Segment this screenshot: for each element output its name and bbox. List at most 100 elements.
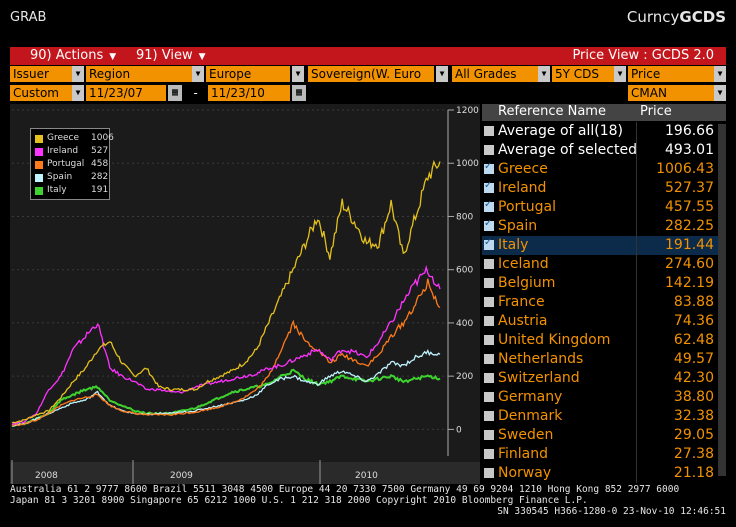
- row-name: Average of all(18): [498, 123, 623, 139]
- row-name: United Kingdom: [498, 332, 611, 348]
- row-checkbox[interactable]: [484, 430, 494, 440]
- table-row[interactable]: Iceland 274.60: [482, 255, 726, 274]
- legend-value: 1006: [91, 133, 114, 143]
- footer-line-2: Japan 81 3 3201 8900 Singapore 65 6212 1…: [10, 495, 588, 506]
- chevron-down-icon: ▼: [109, 52, 117, 62]
- chevron-down-icon[interactable]: ▼: [72, 85, 84, 101]
- price-field[interactable]: Price: [628, 66, 714, 82]
- row-checkbox[interactable]: [484, 373, 494, 383]
- row-checkbox[interactable]: [484, 180, 494, 193]
- header-reference-name[interactable]: Reference Name: [498, 104, 606, 119]
- x-axis-band: [10, 462, 480, 484]
- row-checkbox[interactable]: [484, 392, 494, 402]
- table-row[interactable]: Denmark 32.38: [482, 407, 726, 426]
- table-row[interactable]: Germany 38.80: [482, 388, 726, 407]
- table-row[interactable]: Italy 191.44: [482, 236, 726, 255]
- table-row[interactable]: Switzerland 42.30: [482, 369, 726, 388]
- row-price: 274.60: [665, 256, 714, 272]
- chevron-down-icon[interactable]: ▼: [714, 85, 726, 101]
- tenor-field[interactable]: 5Y CDS: [552, 66, 614, 82]
- row-checkbox[interactable]: [484, 218, 494, 231]
- row-checkbox[interactable]: [484, 297, 494, 307]
- row-checkbox[interactable]: [484, 411, 494, 421]
- legend-name: Spain: [47, 172, 73, 182]
- legend-name: Italy: [47, 185, 67, 195]
- reference-table: Reference Name Price Average of all(18) 1…: [482, 104, 726, 483]
- end-date-input[interactable]: 11/23/10: [208, 85, 290, 101]
- chevron-down-icon[interactable]: ▼: [538, 66, 550, 82]
- table-row[interactable]: Austria 74.36: [482, 312, 726, 331]
- row-checkbox[interactable]: [484, 449, 494, 459]
- y-tick-label: 1000: [456, 159, 479, 169]
- column-divider: [636, 255, 637, 274]
- row-name: Iceland: [498, 256, 549, 272]
- menu-bar: 90) Actions ▼ 91) View ▼ Price View : GCDS…: [10, 47, 726, 65]
- row-checkbox[interactable]: [484, 145, 494, 155]
- table-row[interactable]: Portugal 457.55: [482, 198, 726, 217]
- row-checkbox[interactable]: [484, 126, 494, 136]
- column-divider: [636, 217, 637, 236]
- custom-field[interactable]: Custom: [10, 85, 72, 101]
- row-name: Italy: [498, 237, 529, 253]
- table-row[interactable]: United Kingdom 62.48: [482, 331, 726, 350]
- row-checkbox[interactable]: [484, 354, 494, 364]
- table-row[interactable]: Finland 27.38: [482, 445, 726, 464]
- column-divider: [636, 426, 637, 445]
- y-tick-label: 0: [456, 425, 462, 435]
- row-checkbox[interactable]: [484, 259, 494, 269]
- chevron-down-icon: ▼: [198, 52, 206, 62]
- sector-field[interactable]: Sovereign(W. Euro: [308, 66, 434, 82]
- grades-field[interactable]: All Grades: [452, 66, 538, 82]
- x-tick-label: 2009: [170, 471, 193, 481]
- region-field[interactable]: Region: [86, 66, 192, 82]
- header-price[interactable]: Price: [640, 104, 672, 119]
- row-checkbox[interactable]: [484, 335, 494, 345]
- table-row[interactable]: Netherlands 49.57: [482, 350, 726, 369]
- legend-value: 527: [91, 146, 109, 156]
- table-row[interactable]: Sweden 29.05: [482, 426, 726, 445]
- chevron-down-icon[interactable]: ▼: [614, 66, 626, 82]
- legend-name: Ireland: [47, 146, 79, 156]
- chart-legend: Greece 1006 Ireland 527 Portugal 458 Spain 282 I…: [30, 128, 114, 200]
- row-checkbox[interactable]: [484, 199, 494, 212]
- table-row[interactable]: Ireland 527.37: [482, 179, 726, 198]
- start-date-input[interactable]: 11/23/07: [86, 85, 166, 101]
- chevron-down-icon[interactable]: ▼: [72, 66, 84, 82]
- chevron-down-icon[interactable]: ▼: [192, 66, 204, 82]
- europe-field[interactable]: Europe: [206, 66, 290, 82]
- table-row[interactable]: Average of selected 493.01: [482, 141, 726, 160]
- row-checkbox[interactable]: [484, 237, 494, 250]
- legend-swatch: [35, 187, 43, 195]
- table-row[interactable]: Norway 21.18: [482, 464, 726, 483]
- row-name: Norway: [498, 465, 552, 481]
- view-menu[interactable]: 91) View ▼: [136, 47, 206, 65]
- row-price: 49.57: [673, 351, 714, 367]
- chevron-down-icon[interactable]: ▼: [714, 66, 726, 82]
- issuer-field[interactable]: Issuer: [10, 66, 72, 82]
- source-field[interactable]: CMAN: [628, 85, 714, 101]
- table-scrollbar[interactable]: [718, 124, 726, 476]
- row-checkbox[interactable]: [484, 161, 494, 174]
- row-checkbox[interactable]: [484, 468, 494, 478]
- row-price: 21.18: [673, 465, 714, 481]
- actions-menu[interactable]: 90) Actions ▼: [30, 47, 116, 65]
- column-divider: [636, 464, 637, 483]
- row-price: 142.19: [665, 275, 714, 291]
- row-price: 62.48: [673, 332, 714, 348]
- chevron-down-icon[interactable]: ▼: [436, 66, 448, 82]
- calendar-icon[interactable]: ▦: [292, 85, 306, 101]
- calendar-icon[interactable]: ▦: [168, 85, 182, 101]
- table-row[interactable]: Belgium 142.19: [482, 274, 726, 293]
- table-row[interactable]: France 83.88: [482, 293, 726, 312]
- row-name: Portugal: [498, 199, 556, 215]
- table-row[interactable]: Average of all(18) 196.66: [482, 122, 726, 141]
- column-divider: [636, 369, 637, 388]
- table-row[interactable]: Greece 1006.43: [482, 160, 726, 179]
- ticker-label: CurncyGCDS: [627, 8, 726, 26]
- row-checkbox[interactable]: [484, 278, 494, 288]
- row-name: Ireland: [498, 180, 547, 196]
- chevron-down-icon[interactable]: ▼: [292, 66, 304, 82]
- table-row[interactable]: Spain 282.25: [482, 217, 726, 236]
- cds-chart[interactable]: 0 200 400 600 800 1000 1200 2008 2009 2010 Greec…: [10, 104, 480, 484]
- row-checkbox[interactable]: [484, 316, 494, 326]
